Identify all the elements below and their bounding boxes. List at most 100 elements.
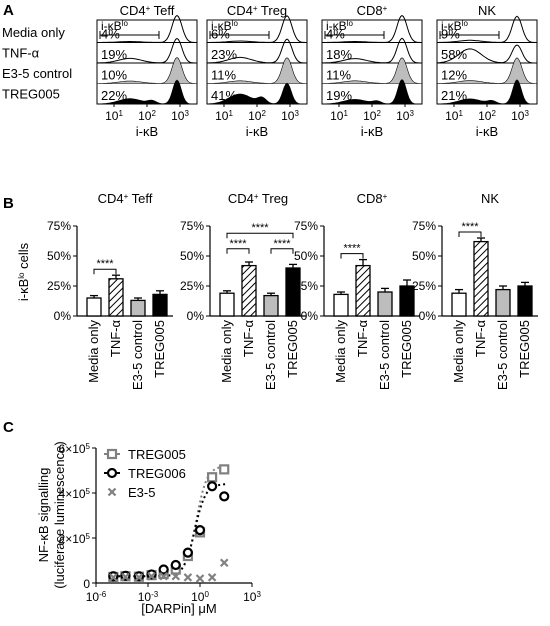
category-label: TNF-α [108,320,123,358]
gate-percent: 6% [211,27,230,42]
bar [241,264,257,317]
y-tick-label: 0% [187,309,205,323]
y-tick-label: 4×105 [59,487,91,502]
bar [152,293,168,317]
data-point [159,571,168,581]
bar [263,294,279,317]
y-tick-label: 50% [47,249,71,263]
histogram-panel-title: NK [478,3,496,18]
y-tick-label: 50% [294,249,318,263]
data-point [207,472,218,483]
bar [517,285,533,317]
x-axis-label: i-κB [136,124,158,139]
gate-percent: 11% [326,68,351,83]
histogram-row-label: Media only [2,25,65,40]
histogram-row-label: TNF-α [2,46,40,61]
data-point [219,558,229,568]
histogram-trace [437,15,537,43]
y-axis-label: (luciferase luminescence) [52,441,67,588]
histogram-trace [436,79,537,105]
category-label: Media only [333,320,348,383]
category-label: Media only [219,320,234,383]
y-tick-label: 0% [54,309,72,323]
significance-label: **** [461,221,479,233]
y-tick-label: 25% [47,279,71,293]
panel-letter-a: A [3,2,14,19]
x-tick-label: 101 [445,109,463,124]
y-tick-label: 75% [412,219,436,233]
x-tick-label: 103 [396,109,414,124]
bar [130,299,146,317]
x-tick-label: 103 [511,109,529,124]
histogram-trace [96,37,197,64]
legend-marker [106,467,118,479]
panel-letter-c: C [3,419,14,436]
category-label: TNF-α [355,320,370,358]
data-point [219,491,230,502]
y-axis-label: NF-κB signalling [36,468,51,563]
data-point [194,525,206,536]
histogram-trace [436,44,537,64]
gate-percent: 10% [101,68,127,83]
y-tick-label: 75% [47,219,71,233]
data-point [182,547,193,558]
gate-label: i-κBlo [326,19,353,34]
legend-label: TREG006 [128,466,186,481]
gate-label: i-κBlo [101,19,128,34]
y-tick-label: 50% [180,249,204,263]
data-point [146,569,157,580]
significance-bracket [270,248,294,254]
category-label: TREG005 [152,320,167,378]
data-point [219,464,230,475]
panel-letter-b: B [3,195,14,212]
x-tick-label: 102 [138,109,156,124]
y-tick-label: 0 [83,577,90,591]
significance-label: **** [96,258,114,270]
x-tick-label: 101 [330,109,348,124]
gate-percent: 19% [326,88,352,103]
x-axis-label: i-κB [476,124,498,139]
gate-percent: 23% [211,47,237,62]
x-tick-label: 101 [215,109,233,124]
category-label: TREG005 [517,320,532,378]
bar-chart-title: NK [481,191,499,206]
gate-percent: 41% [211,88,237,103]
bar [377,291,393,317]
histogram-trace [321,79,422,105]
y-tick-label: 25% [294,279,318,293]
data-point [147,571,156,581]
gate-percent: 12% [441,68,467,83]
data-point [171,571,181,581]
legend-marker [106,448,118,460]
bar [108,278,124,317]
histogram-trace [97,57,197,84]
category-label: Media only [451,320,466,383]
data-point [195,574,205,583]
x-tick-label: 103 [171,109,189,124]
x-tick-label: 100 [191,590,209,605]
gate-percent: 58% [441,47,467,62]
x-tick-label: 102 [363,109,381,124]
gate-percent: 21% [441,88,467,103]
significance-bracket [93,268,117,275]
x-tick-label: 10-6 [86,590,107,605]
histogram-trace [322,14,422,43]
histogram-trace [206,57,307,84]
gate-label: i-κBlo [441,19,468,34]
x-axis-label: i-κB [361,124,383,139]
bar [333,293,349,317]
y-tick-label: 75% [294,219,318,233]
data-point [207,573,217,582]
category-label: TNF-α [473,320,488,358]
gate-label: i-κBlo [211,19,238,34]
x-tick-label: 103 [243,590,261,605]
y-tick-label: 25% [180,279,204,293]
x-axis-label: i-κB [246,124,268,139]
histogram-trace [206,38,307,64]
category-label: E3-5 control [263,320,278,390]
gate-percent: 4% [326,27,345,42]
data-point [207,481,218,492]
bar-chart-title: CD8+ [357,191,388,206]
histogram-row-label: E3-5 control [2,66,72,81]
histogram-trace [207,15,307,43]
